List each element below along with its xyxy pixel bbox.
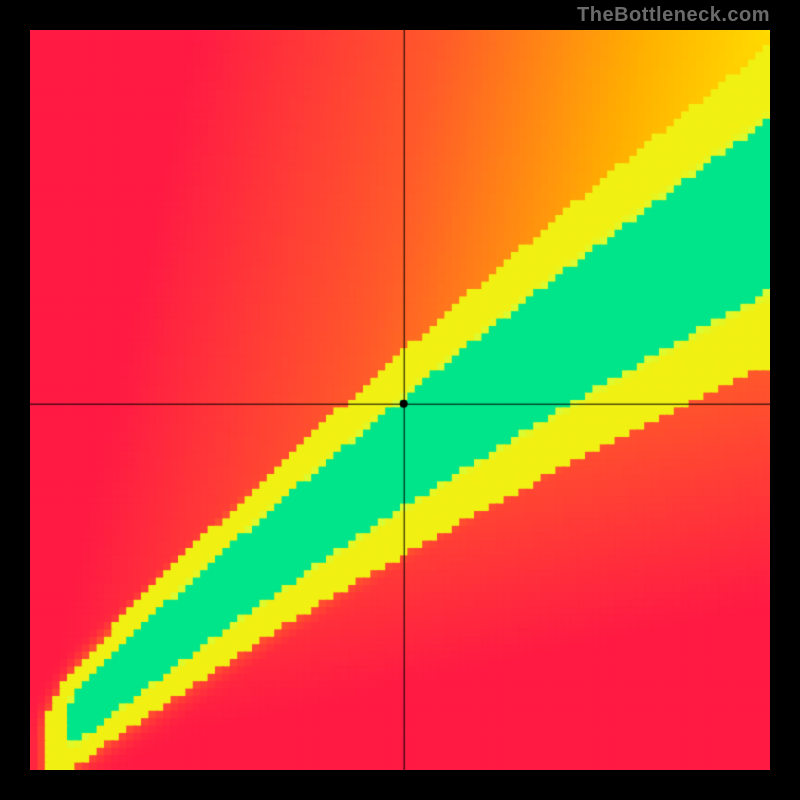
heatmap-canvas	[30, 30, 770, 770]
heatmap-plot	[30, 30, 770, 770]
watermark-text: TheBottleneck.com	[577, 4, 770, 27]
chart-container: TheBottleneck.com	[0, 0, 800, 800]
